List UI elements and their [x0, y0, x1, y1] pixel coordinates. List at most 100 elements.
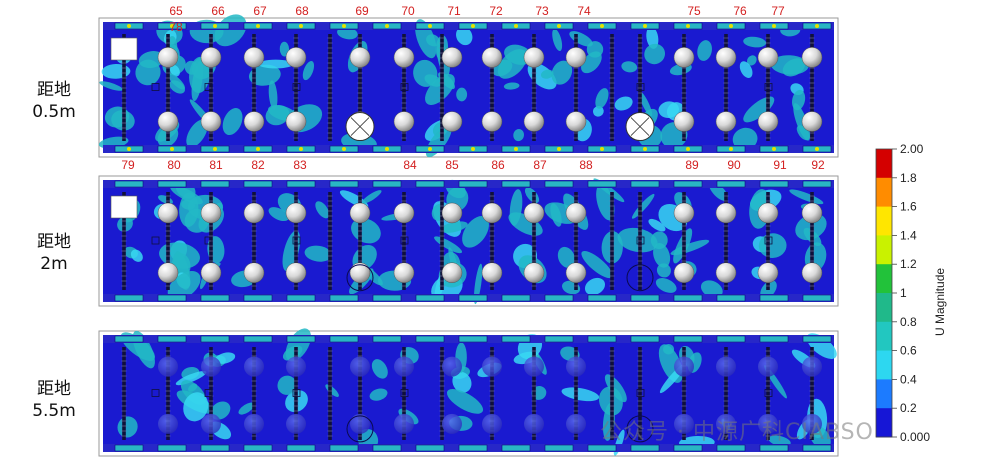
vent — [200, 444, 230, 452]
contour-region — [557, 246, 576, 268]
diffuser-sphere — [673, 262, 695, 283]
diffuser-sphere — [285, 47, 307, 68]
contour-region — [304, 245, 332, 262]
sensor-marker — [636, 83, 645, 91]
colorbar-segment — [876, 408, 892, 438]
colorbar-segment — [876, 350, 892, 380]
contour-region — [739, 61, 753, 78]
contour-region — [758, 233, 787, 258]
vent-jet — [815, 24, 819, 28]
vent-jet — [557, 147, 561, 151]
contour-region — [592, 106, 604, 117]
vent — [415, 444, 445, 452]
vent — [458, 444, 488, 452]
top-label-66: 66 — [211, 4, 225, 18]
contour-region — [586, 41, 604, 58]
colorbar-tick-label: 2.00 — [900, 142, 924, 156]
vent — [286, 335, 316, 343]
diffuser-sphere — [523, 262, 545, 283]
vent — [501, 335, 531, 343]
diffuser-sphere-shadow — [244, 356, 264, 377]
vent — [802, 180, 832, 188]
contour-region — [279, 41, 290, 57]
bottom-label-89: 89 — [685, 158, 699, 172]
contour-region — [658, 101, 679, 118]
sensor-marker — [764, 389, 773, 397]
door-box — [110, 195, 138, 219]
fan-circle-outline — [626, 415, 654, 443]
vent — [673, 335, 703, 343]
diffuser-sphere-shadow — [716, 413, 736, 434]
bottom-label-83: 83 — [293, 158, 307, 172]
vent-jet — [127, 147, 131, 151]
rack-column — [209, 347, 213, 440]
bottom-label-81: 81 — [209, 158, 223, 172]
vent-jet — [170, 147, 174, 151]
rack-column — [610, 34, 614, 141]
top-label-71: 71 — [447, 4, 461, 18]
vent — [243, 444, 273, 452]
colorbar-segment — [876, 293, 892, 323]
vent-jet — [643, 24, 647, 28]
rack-column — [766, 347, 770, 440]
vent — [587, 294, 617, 302]
sensor-marker — [636, 389, 645, 397]
diffuser-sphere — [243, 202, 265, 224]
contour-region — [215, 352, 236, 364]
contour-region — [614, 96, 633, 111]
vent — [329, 444, 359, 452]
top-label-73: 73 — [535, 4, 549, 18]
diffuser-sphere — [715, 47, 737, 68]
sensor-marker — [636, 236, 645, 245]
contour-region — [595, 88, 609, 109]
colorbar-segment — [876, 149, 892, 179]
colorbar-tick-label: 0.000 — [900, 430, 930, 444]
diffuser-sphere — [285, 262, 307, 283]
vent — [673, 444, 703, 452]
vent — [286, 444, 316, 452]
contour-region — [238, 402, 255, 415]
vent — [200, 180, 230, 188]
contour-region — [644, 43, 666, 65]
contour-region — [552, 28, 563, 52]
panel-label-0: 距地 0.5m — [18, 79, 90, 123]
rack-column — [574, 34, 578, 141]
vent — [157, 294, 187, 302]
diffuser-sphere — [565, 202, 587, 224]
contour-region — [646, 26, 659, 49]
bottom-label-90: 90 — [727, 158, 741, 172]
rack-column — [166, 34, 170, 141]
sensor-marker — [151, 236, 160, 245]
rack-column — [638, 347, 642, 440]
vent — [286, 180, 316, 188]
contour-region — [768, 435, 791, 447]
diffuser-sphere — [441, 202, 463, 224]
panel-label-2: 距地 5.5m — [18, 378, 90, 422]
vent-jet — [471, 24, 475, 28]
fan-circle-outline — [346, 415, 374, 443]
diffuser-sphere-shadow — [394, 356, 414, 377]
diffuser-sphere-shadow — [158, 413, 178, 434]
vent — [458, 294, 488, 302]
vent — [630, 335, 660, 343]
vent-jet — [772, 147, 776, 151]
diffuser-sphere-shadow — [158, 356, 178, 377]
colorbar-segment — [876, 264, 892, 294]
vent — [716, 335, 746, 343]
diffuser-sphere-shadow — [674, 413, 694, 434]
vent — [630, 180, 660, 188]
vent-jet — [256, 147, 260, 151]
vent — [286, 294, 316, 302]
diffuser-sphere — [393, 47, 415, 68]
vent — [329, 180, 359, 188]
vent — [114, 294, 144, 302]
top-label-65: 65 — [169, 4, 183, 18]
contour-region — [617, 227, 658, 253]
vent — [372, 294, 402, 302]
rack-column — [810, 34, 814, 141]
rack-column — [610, 347, 614, 440]
contour-region — [268, 80, 278, 110]
panel-2 — [98, 328, 839, 457]
diffuser-sphere — [481, 262, 503, 283]
vent — [544, 180, 574, 188]
